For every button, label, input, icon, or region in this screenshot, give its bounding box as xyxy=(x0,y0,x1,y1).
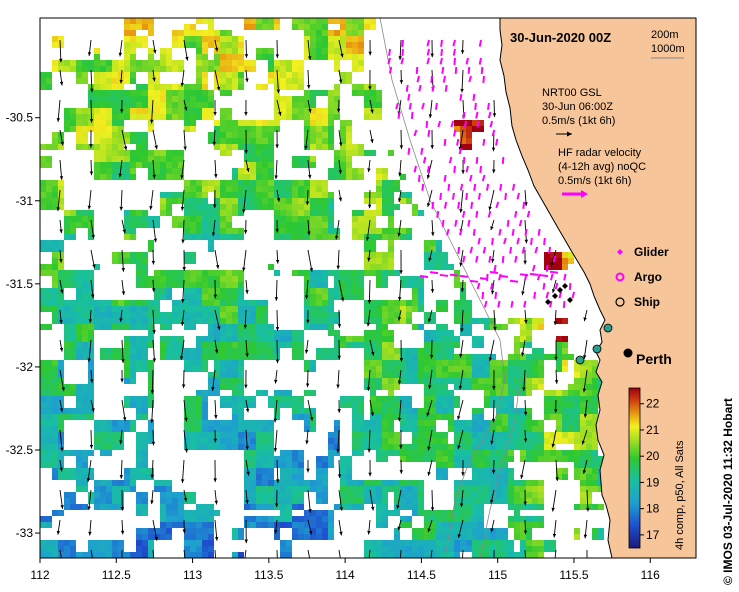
sst-pixel-layer xyxy=(40,18,604,558)
x-tick-label: 112.5 xyxy=(102,568,131,582)
colorbar-tick-label: 22 xyxy=(646,397,660,411)
colorbar-tick-label: 20 xyxy=(646,449,660,463)
current-legend-arrow xyxy=(556,131,572,137)
current-legend-scale: 0.5m/s (1kt 6h) xyxy=(542,115,615,127)
ship-marker xyxy=(575,355,585,365)
y-axis: -30.5 -31 -31.5 -32 -32.5 -33 xyxy=(6,111,40,540)
perth-marker xyxy=(623,348,633,358)
contour-200m xyxy=(479,379,521,558)
ship-circle-icon xyxy=(615,297,625,307)
y-tick-label: -30.5 xyxy=(6,111,34,125)
map-title: 30-Jun-2020 00Z xyxy=(510,30,611,45)
current-legend-title: NRT00 GSL xyxy=(542,87,602,99)
contour-legend-200m: 200m xyxy=(651,29,679,41)
colorbar-tick-label: 21 xyxy=(646,423,660,437)
x-tick-label: 116 xyxy=(641,568,660,582)
y-tick-label: -32 xyxy=(16,360,34,374)
radar-legend-arrow xyxy=(562,190,588,198)
x-tick-label: 114.5 xyxy=(407,568,436,582)
colorbar-ticks: 17 18 19 20 21 22 xyxy=(640,397,660,542)
current-legend-time: 30-Jun 06:00Z xyxy=(542,101,613,113)
glider-track-marker xyxy=(552,293,558,299)
argo-circle-icon xyxy=(615,272,625,282)
land-mass xyxy=(499,18,696,558)
x-tick-label: 113 xyxy=(183,568,202,582)
x-tick-label: 115.5 xyxy=(559,568,588,582)
y-tick-label: -33 xyxy=(16,526,34,540)
svg-text:Argo: Argo xyxy=(634,270,662,284)
hf-radar-vectors xyxy=(387,39,576,308)
glider-track-marker xyxy=(567,297,573,303)
glider-legend: Glider xyxy=(617,245,669,259)
glider-diamond-icon xyxy=(617,249,623,255)
y-tick-label: -32.5 xyxy=(6,443,34,457)
x-axis: 112 112.5 113 113.5 114 114.5 115 115.5 116 xyxy=(30,558,660,582)
current-vector-field xyxy=(56,39,590,558)
contour-1000m xyxy=(379,18,506,558)
colorbar xyxy=(628,387,641,549)
ship-marker xyxy=(603,323,613,333)
svg-text:Ship: Ship xyxy=(634,295,660,309)
x-tick-label: 115 xyxy=(488,568,507,582)
x-tick-label: 113.5 xyxy=(254,568,283,582)
x-tick-label: 112 xyxy=(30,568,49,582)
radar-legend-title: HF radar velocity xyxy=(558,147,642,159)
colorbar-tick-label: 19 xyxy=(646,475,660,489)
plot-frame xyxy=(39,17,697,559)
radar-legend-subtitle: (4-12h avg) noQC xyxy=(558,161,646,173)
y-tick-label: -31.5 xyxy=(6,277,34,291)
glider-track-marker xyxy=(562,283,568,289)
colorbar-tick-label: 17 xyxy=(646,528,660,542)
y-tick-label: -31 xyxy=(16,194,34,208)
perth-label: Perth xyxy=(636,351,672,367)
observation-markers xyxy=(545,283,613,365)
svg-text:Glider: Glider xyxy=(634,245,669,259)
colorbar-tick-label: 18 xyxy=(646,502,660,516)
bathymetry-contours xyxy=(379,18,521,558)
argo-legend: Argo xyxy=(615,270,662,284)
glider-track-marker xyxy=(557,287,563,293)
ship-marker xyxy=(592,344,602,354)
radar-legend-scale: 0.5m/s (1kt 6h) xyxy=(558,175,631,187)
glider-track-marker xyxy=(545,299,551,305)
ship-legend: Ship xyxy=(615,295,660,309)
contour-legend-1000m: 1000m xyxy=(651,43,685,55)
colorbar-title: 4h comp, p50, All Sats xyxy=(674,440,686,550)
x-tick-label: 114 xyxy=(336,568,355,582)
credit-text: © IMOS 03-Jul-2020 11:32 Hobart xyxy=(721,398,735,585)
